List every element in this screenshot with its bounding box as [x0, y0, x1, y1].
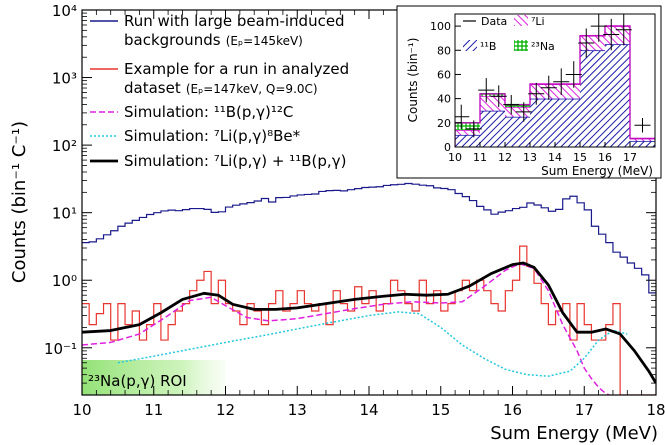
inset-bar-b: [492, 110, 505, 147]
inset-bar-b: [542, 98, 555, 147]
inset-bar-li: [592, 35, 605, 51]
inset-x-tick-label: 10: [448, 151, 462, 164]
inset-y-tick-label: 20: [437, 117, 451, 130]
inset-legend-label-data: Data: [481, 15, 507, 28]
inset-x-tick-label: 13: [523, 151, 537, 164]
inset-x-tick-label: 15: [573, 151, 587, 164]
x-axis-label: Sum Energy (MeV): [490, 423, 658, 444]
inset-plot: 10 11 12 13 14 15 16 17 0 20 40 60 80 100 Sum Energy …: [396, 5, 662, 179]
inset-x-tick-label: 17: [623, 151, 637, 164]
inset-sum-outline: [455, 25, 655, 147]
x-tick-label: 16: [503, 401, 522, 419]
series-line-sim_b: [82, 263, 610, 395]
legend-label-sim_li: Simulation: ⁷Li(p,γ)⁸Be*: [124, 127, 301, 145]
x-tick-label: 11: [144, 401, 163, 419]
x-tick-label: 10: [72, 401, 91, 419]
legend-label2-beam: backgrounds: [124, 31, 221, 49]
inset-bar-b: [517, 116, 530, 147]
series-line-sim_li: [117, 311, 628, 377]
y-tick-label: 10⁻¹: [44, 340, 77, 358]
main-plot: ²³Na(p,γ) ROI 10 11 12 13 14 15 16 17 18 10⁻¹ 10⁰ 1…: [9, 2, 665, 444]
inset-legend-swatch-b: [463, 40, 477, 51]
series-line-run: [82, 245, 656, 395]
inset-bar-li: [630, 138, 655, 141]
x-tick-label: 12: [216, 401, 235, 419]
inset-y-tick-label: 60: [437, 68, 451, 81]
inset-x-tick-label: 12: [498, 151, 512, 164]
legend-note-run: (Eₚ=147keV, Q=9.0C): [186, 82, 318, 96]
inset-legend-label-li: ⁷Li: [531, 15, 545, 28]
legend-label-beam: Run with large beam-induced: [124, 12, 345, 30]
inset-x-tick-label: 11: [473, 151, 487, 164]
inset-bar-li: [567, 84, 580, 99]
inset-bar-b: [592, 50, 605, 147]
inset-bar-b: [480, 110, 493, 147]
inset-bar-b: [630, 140, 655, 147]
inset-bar-b: [455, 134, 468, 147]
x-tick-label: 14: [359, 401, 378, 419]
y-axis-label: Counts (bin⁻¹ C⁻¹): [9, 121, 30, 283]
x-tick-label: 18: [646, 401, 665, 419]
legend-note-beam: (Eₚ=145keV): [226, 34, 303, 48]
inset-bar-b: [555, 98, 568, 147]
inset-bar-b: [617, 44, 630, 147]
x-tick-label: 17: [575, 401, 594, 419]
legend-label2-run: dataset: [124, 79, 181, 97]
inset-bar-b: [580, 50, 593, 147]
inset-x-tick-label: 16: [598, 151, 612, 164]
series-line-beam: [82, 182, 656, 294]
y-tick-label: 10⁰: [52, 272, 77, 290]
inset-y-tick-label: 100: [430, 20, 451, 33]
y-tick-label: 10²: [52, 137, 77, 155]
x-tick-label: 15: [431, 401, 450, 419]
y-tick-label: 10⁴: [52, 2, 77, 20]
inset-legend-swatch-na: [514, 40, 528, 51]
inset-x-tick-label: 14: [548, 151, 562, 164]
inset-bar-b: [467, 134, 480, 147]
x-tick-label: 13: [288, 401, 307, 419]
legend-label-sim_total: Simulation: ⁷Li(p,γ) + ¹¹B(p,γ): [124, 152, 346, 170]
legend-label-sim_b: Simulation: ¹¹B(p,γ)¹²C: [124, 103, 293, 121]
inset-y-tick-label: 80: [437, 44, 451, 57]
inset-bar-b: [530, 98, 543, 147]
y-tick-label: 10¹: [52, 205, 77, 223]
inset-bar-b: [567, 98, 580, 147]
roi-label: ²³Na(p,γ) ROI: [88, 372, 187, 390]
inset-legend: Data ⁷Li ¹¹B ²³Na: [463, 15, 555, 53]
inset-y-tick-label: 0: [444, 141, 451, 154]
y-tick-label: 10³: [52, 70, 77, 88]
legend-label-run: Example for a run in analyzed: [124, 60, 349, 78]
inset-bar-li: [480, 96, 493, 111]
inset-bar-b: [505, 116, 518, 147]
inset-bar-b: [605, 44, 618, 147]
inset-x-axis-label: Sum Energy (MeV): [541, 164, 653, 178]
inset-y-axis-label: Counts (bin⁻¹): [406, 38, 420, 123]
inset-legend-label-b: ¹¹B: [480, 40, 496, 53]
series-line-sim_total: [82, 261, 656, 384]
inset-legend-swatch-li: [514, 15, 528, 26]
inset-y-tick-label: 40: [437, 93, 451, 106]
inset-bar-li: [455, 130, 468, 135]
inset-legend-label-na: ²³Na: [531, 40, 555, 53]
